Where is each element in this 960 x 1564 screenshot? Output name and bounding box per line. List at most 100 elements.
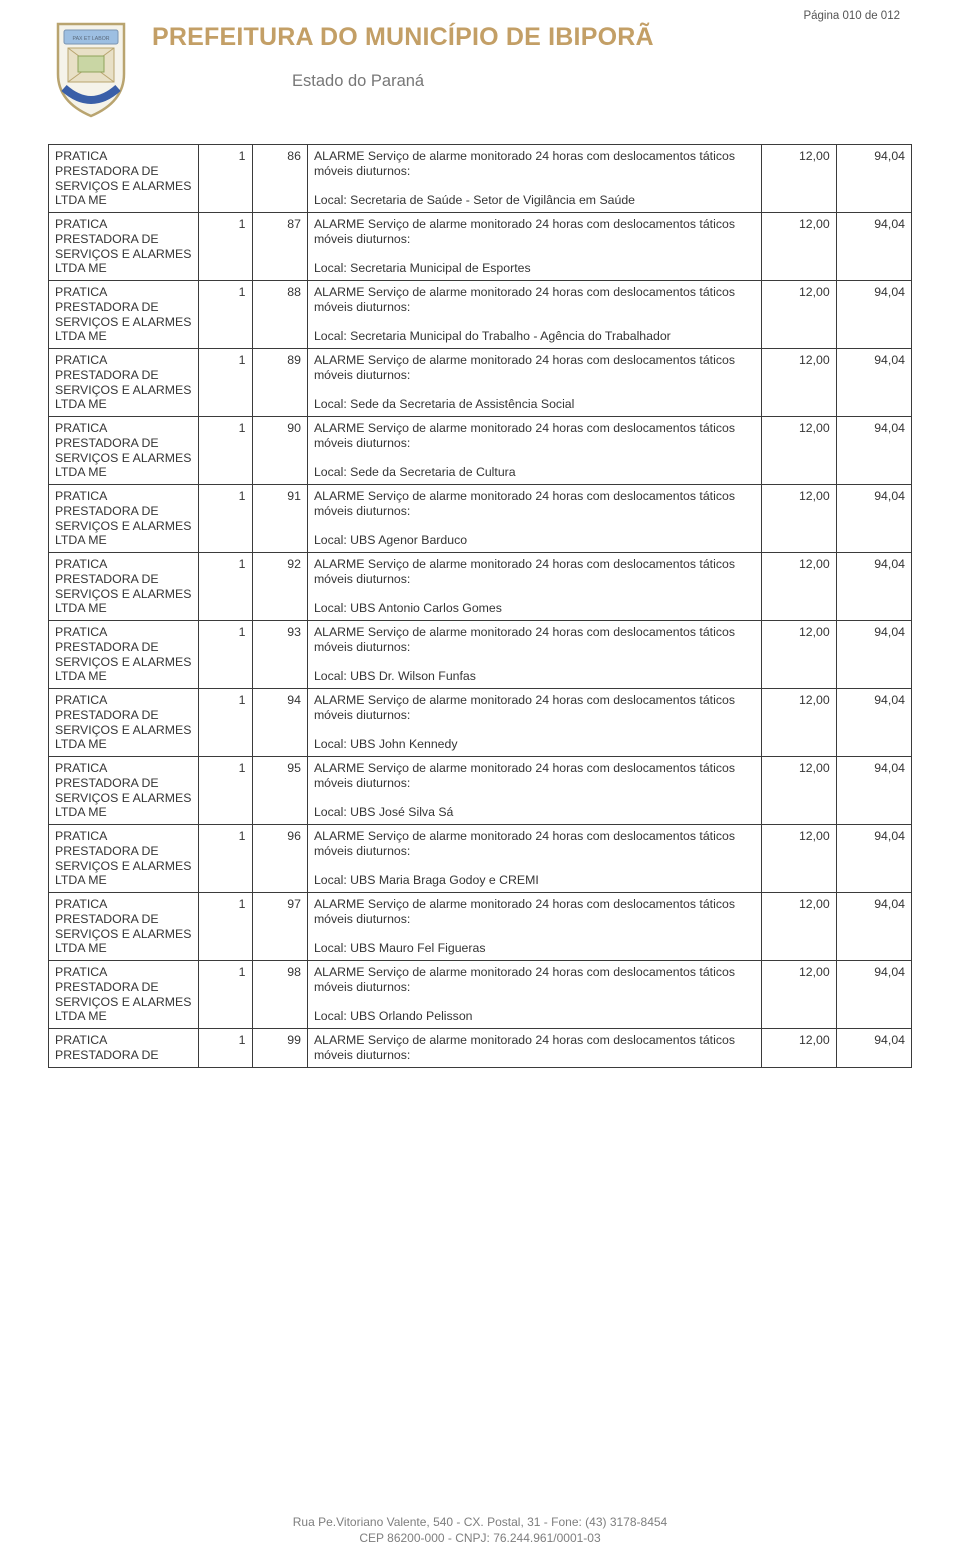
location-text: Local: UBS Dr. Wilson Funfas	[314, 669, 755, 684]
table-row: PRATICA PRESTADORA DE SERVIÇOS E ALARMES…	[49, 553, 912, 621]
header-titles: PREFEITURA DO MUNICÍPIO DE IBIPORÃ Estad…	[152, 18, 654, 92]
description-cell: ALARME Serviço de alarme monitorado 24 h…	[307, 689, 761, 757]
qty-cell: 1	[199, 213, 252, 281]
item-number-cell: 92	[252, 553, 307, 621]
location-text: Local: Secretaria Municipal do Trabalho …	[314, 329, 755, 344]
qty-cell: 1	[199, 893, 252, 961]
description-text: ALARME Serviço de alarme monitorado 24 h…	[314, 625, 755, 655]
description-cell: ALARME Serviço de alarme monitorado 24 h…	[307, 485, 761, 553]
location-text: Local: UBS Antonio Carlos Gomes	[314, 601, 755, 616]
supplier-cell: PRATICA PRESTADORA DE SERVIÇOS E ALARMES…	[49, 417, 199, 485]
item-number-cell: 89	[252, 349, 307, 417]
unit-price-cell: 12,00	[761, 281, 836, 349]
unit-price-cell: 12,00	[761, 961, 836, 1029]
qty-cell: 1	[199, 417, 252, 485]
description-text: ALARME Serviço de alarme monitorado 24 h…	[314, 761, 755, 791]
item-number-cell: 93	[252, 621, 307, 689]
location-text: Local: Secretaria de Saúde - Setor de Vi…	[314, 193, 755, 208]
description-text: ALARME Serviço de alarme monitorado 24 h…	[314, 421, 755, 451]
document-page: Página 010 de 012 PAX ET LABOR PREFEITUR…	[0, 0, 960, 1564]
description-cell: ALARME Serviço de alarme monitorado 24 h…	[307, 349, 761, 417]
location-text: Local: Secretaria Municipal de Esportes	[314, 261, 755, 276]
description-cell: ALARME Serviço de alarme monitorado 24 h…	[307, 825, 761, 893]
item-number-cell: 91	[252, 485, 307, 553]
header-title: PREFEITURA DO MUNICÍPIO DE IBIPORÃ	[152, 22, 654, 52]
table-row: PRATICA PRESTADORA DE SERVIÇOS E ALARMES…	[49, 621, 912, 689]
description-text: ALARME Serviço de alarme monitorado 24 h…	[314, 965, 755, 995]
description-text: ALARME Serviço de alarme monitorado 24 h…	[314, 693, 755, 723]
location-text: Local: Sede da Secretaria de Cultura	[314, 465, 755, 480]
supplier-cell: PRATICA PRESTADORA DE SERVIÇOS E ALARMES…	[49, 485, 199, 553]
unit-price-cell: 12,00	[761, 417, 836, 485]
table-row: PRATICA PRESTADORA DE SERVIÇOS E ALARMES…	[49, 349, 912, 417]
description-text: ALARME Serviço de alarme monitorado 24 h…	[314, 285, 755, 315]
description-text: ALARME Serviço de alarme monitorado 24 h…	[314, 149, 755, 179]
item-number-cell: 96	[252, 825, 307, 893]
supplier-cell: PRATICA PRESTADORA DE SERVIÇOS E ALARMES…	[49, 825, 199, 893]
unit-price-cell: 12,00	[761, 621, 836, 689]
description-text: ALARME Serviço de alarme monitorado 24 h…	[314, 489, 755, 519]
unit-price-cell: 12,00	[761, 689, 836, 757]
table-row: PRATICA PRESTADORA DE SERVIÇOS E ALARMES…	[49, 145, 912, 213]
item-number-cell: 87	[252, 213, 307, 281]
description-text: ALARME Serviço de alarme monitorado 24 h…	[314, 557, 755, 587]
unit-price-cell: 12,00	[761, 757, 836, 825]
unit-price-cell: 12,00	[761, 145, 836, 213]
table-row: PRATICA PRESTADORA DE SERVIÇOS E ALARMES…	[49, 825, 912, 893]
table-row: PRATICA PRESTADORA DE199ALARME Serviço d…	[49, 1029, 912, 1068]
table-row: PRATICA PRESTADORA DE SERVIÇOS E ALARMES…	[49, 757, 912, 825]
page-number: Página 010 de 012	[803, 10, 900, 24]
municipal-crest-icon: PAX ET LABOR	[48, 18, 134, 118]
qty-cell: 1	[199, 349, 252, 417]
table-row: PRATICA PRESTADORA DE SERVIÇOS E ALARMES…	[49, 961, 912, 1029]
table-row: PRATICA PRESTADORA DE SERVIÇOS E ALARMES…	[49, 213, 912, 281]
qty-cell: 1	[199, 145, 252, 213]
total-price-cell: 94,04	[836, 825, 911, 893]
description-text: ALARME Serviço de alarme monitorado 24 h…	[314, 353, 755, 383]
description-cell: ALARME Serviço de alarme monitorado 24 h…	[307, 757, 761, 825]
supplier-cell: PRATICA PRESTADORA DE SERVIÇOS E ALARMES…	[49, 349, 199, 417]
description-cell: ALARME Serviço de alarme monitorado 24 h…	[307, 417, 761, 485]
footer-line-1: Rua Pe.Vitoriano Valente, 540 - CX. Post…	[0, 1514, 960, 1530]
total-price-cell: 94,04	[836, 757, 911, 825]
unit-price-cell: 12,00	[761, 349, 836, 417]
total-price-cell: 94,04	[836, 621, 911, 689]
total-price-cell: 94,04	[836, 961, 911, 1029]
total-price-cell: 94,04	[836, 893, 911, 961]
description-cell: ALARME Serviço de alarme monitorado 24 h…	[307, 961, 761, 1029]
table-row: PRATICA PRESTADORA DE SERVIÇOS E ALARMES…	[49, 281, 912, 349]
description-cell: ALARME Serviço de alarme monitorado 24 h…	[307, 213, 761, 281]
qty-cell: 1	[199, 825, 252, 893]
supplier-cell: PRATICA PRESTADORA DE SERVIÇOS E ALARMES…	[49, 213, 199, 281]
location-text: Local: UBS Maria Braga Godoy e CREMI	[314, 873, 755, 888]
description-cell: ALARME Serviço de alarme monitorado 24 h…	[307, 281, 761, 349]
description-cell: ALARME Serviço de alarme monitorado 24 h…	[307, 553, 761, 621]
table-row: PRATICA PRESTADORA DE SERVIÇOS E ALARMES…	[49, 417, 912, 485]
unit-price-cell: 12,00	[761, 485, 836, 553]
description-text: ALARME Serviço de alarme monitorado 24 h…	[314, 217, 755, 247]
supplier-cell: PRATICA PRESTADORA DE SERVIÇOS E ALARMES…	[49, 961, 199, 1029]
description-cell: ALARME Serviço de alarme monitorado 24 h…	[307, 621, 761, 689]
supplier-cell: PRATICA PRESTADORA DE SERVIÇOS E ALARMES…	[49, 757, 199, 825]
total-price-cell: 94,04	[836, 553, 911, 621]
qty-cell: 1	[199, 961, 252, 1029]
supplier-cell: PRATICA PRESTADORA DE SERVIÇOS E ALARMES…	[49, 621, 199, 689]
document-header: PAX ET LABOR PREFEITURA DO MUNICÍPIO DE …	[48, 18, 912, 118]
qty-cell: 1	[199, 757, 252, 825]
supplier-cell: PRATICA PRESTADORA DE SERVIÇOS E ALARMES…	[49, 145, 199, 213]
unit-price-cell: 12,00	[761, 825, 836, 893]
item-number-cell: 86	[252, 145, 307, 213]
unit-price-cell: 12,00	[761, 1029, 836, 1068]
supplier-cell: PRATICA PRESTADORA DE SERVIÇOS E ALARMES…	[49, 553, 199, 621]
supplier-cell: PRATICA PRESTADORA DE SERVIÇOS E ALARMES…	[49, 689, 199, 757]
item-number-cell: 88	[252, 281, 307, 349]
svg-text:PAX ET LABOR: PAX ET LABOR	[73, 36, 110, 42]
description-text: ALARME Serviço de alarme monitorado 24 h…	[314, 897, 755, 927]
item-number-cell: 90	[252, 417, 307, 485]
item-number-cell: 95	[252, 757, 307, 825]
description-text: ALARME Serviço de alarme monitorado 24 h…	[314, 829, 755, 859]
total-price-cell: 94,04	[836, 145, 911, 213]
header-subtitle: Estado do Paraná	[292, 72, 654, 92]
table-row: PRATICA PRESTADORA DE SERVIÇOS E ALARMES…	[49, 485, 912, 553]
qty-cell: 1	[199, 281, 252, 349]
